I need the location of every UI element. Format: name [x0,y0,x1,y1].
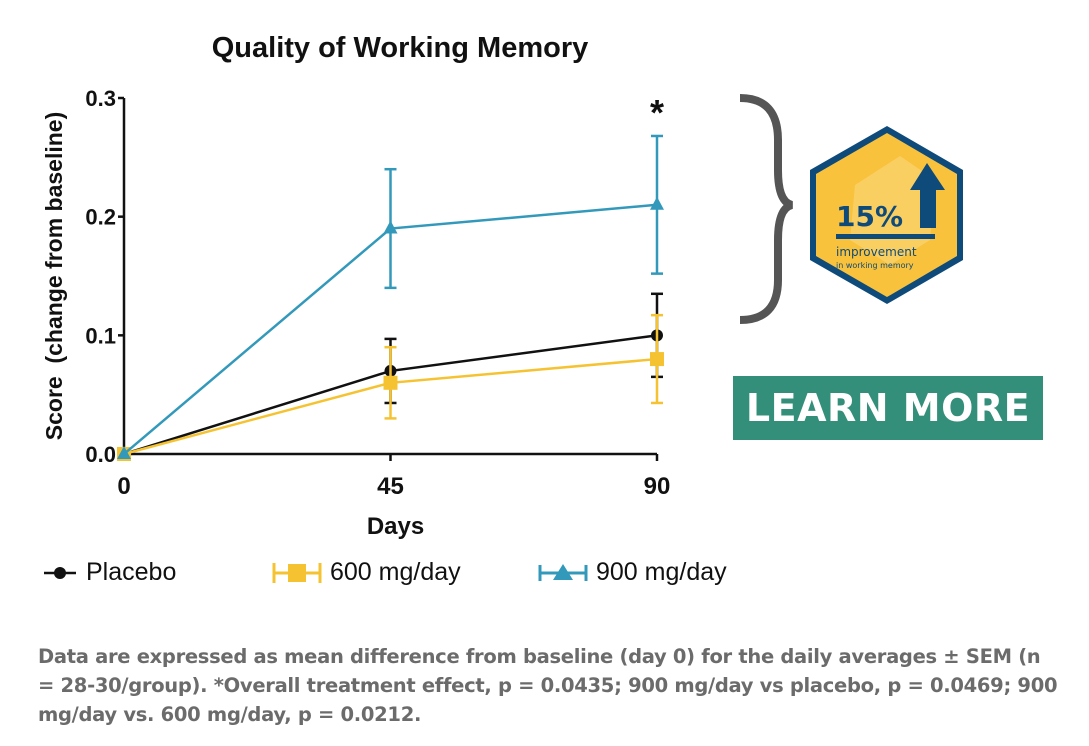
x-tick-label: 0 [117,473,130,500]
curly-brace-icon [739,94,794,324]
y-tick-label: 0.1 [85,323,116,348]
significance-asterisk: * [650,92,664,133]
learn-more-button[interactable]: LEARN MORE [733,376,1043,440]
x-tick-label: 90 [644,473,671,500]
data-point [117,446,131,459]
legend-label: 900 mg/day [596,558,727,586]
data-point [650,196,664,210]
badge-line1: improvement [836,245,917,259]
improvement-badge: 15% improvement in working memory [739,94,963,324]
line-chart: 0.0 0.1 0.2 0.3 0 45 90 Days Score (change from … [41,86,671,540]
chart-title: Quality of Working Memory [211,32,589,64]
legend-item-900: 900 mg/day [538,558,727,587]
caption: Data are expressed as mean difference fr… [38,645,1058,726]
data-point [383,375,398,390]
legend-label: 600 mg/day [330,558,461,586]
triangle-marker-icon [538,563,588,581]
square-marker-icon [272,562,322,583]
y-axis-label: Score (change from baseline) [41,112,67,440]
data-point [383,220,398,234]
y-tick-label: 0.2 [85,205,116,230]
x-tick-label: 45 [377,473,404,500]
circle-marker-icon [44,566,76,579]
badge-value: 15% [836,200,903,233]
legend-item-600: 600 mg/day [272,558,461,587]
y-tick-label: 0.3 [85,86,116,111]
y-tick-label: 0.0 [85,442,116,467]
legend-label: Placebo [86,558,177,586]
legend-item-placebo: Placebo [42,558,176,587]
badge-line2: in working memory [836,261,914,270]
arrow-up-icon [910,163,945,228]
data-point [650,352,664,367]
x-axis-label: Days [367,513,424,540]
